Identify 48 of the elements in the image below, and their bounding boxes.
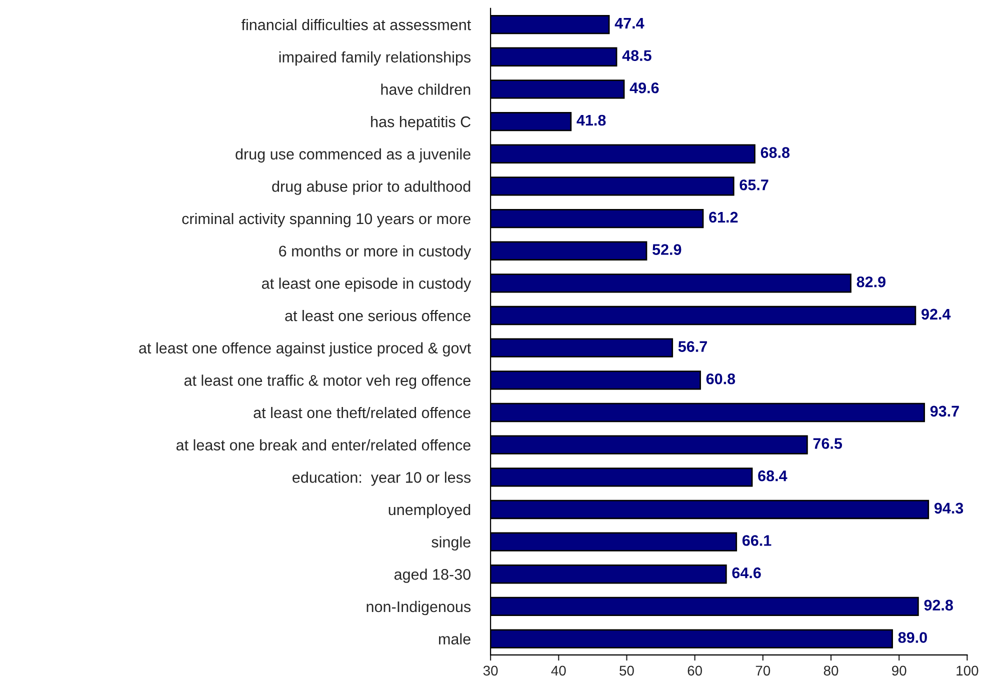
y-tick-label: non-Indigenous <box>366 600 471 616</box>
x-tick-label: 100 <box>956 666 978 676</box>
y-tick-label: have children <box>381 84 470 95</box>
y-tick-label: single <box>432 536 470 551</box>
data-label: 66.1 <box>742 535 772 546</box>
data-label: 41.8 <box>576 114 606 126</box>
data-label: 68.8 <box>760 147 790 158</box>
data-label: 65.7 <box>740 179 768 190</box>
y-tick-label: at least one traffic & motor veh reg offence <box>184 374 470 389</box>
y-tick-label: at least one episode in custody <box>262 278 472 292</box>
data-label: 61.2 <box>709 212 738 223</box>
x-tick-label: 30 <box>483 666 498 676</box>
data-label: 47.4 <box>614 18 644 29</box>
y-tick-label: drug abuse prior to adulthood <box>272 180 470 195</box>
data-label: 48.5 <box>622 50 652 61</box>
y-tick-label: at least one theft/related offence <box>254 406 470 418</box>
data-label: 89.0 <box>898 632 927 643</box>
data-label: 60.8 <box>706 373 736 384</box>
data-label: 93.7 <box>930 406 959 417</box>
y-tick-label: at least one offence against justice proced & govt <box>139 342 472 357</box>
y-tick-label: financial difficulties at assessment <box>241 19 471 30</box>
y-tick-label: at least one break and enter/related offence <box>176 439 470 451</box>
y-tick-label: education: year 10 or less <box>292 472 471 486</box>
x-tick-label: 40 <box>551 666 566 676</box>
x-tick-label: 90 <box>892 666 906 676</box>
x-tick-label: 50 <box>620 666 634 676</box>
data-label: 68.4 <box>758 470 788 482</box>
y-tick-label: male <box>439 633 470 644</box>
y-tick-label: impaired family relationships <box>279 51 471 66</box>
data-label: 92.4 <box>922 308 951 320</box>
data-label: 94.3 <box>934 502 964 514</box>
data-label: 56.7 <box>678 341 707 352</box>
x-tick-label: 80 <box>824 666 838 676</box>
data-label: 52.9 <box>652 244 682 255</box>
x-tick-label: 60 <box>688 666 702 676</box>
data-label: 76.5 <box>813 438 842 449</box>
y-tick-label: at least one serious offence <box>285 310 470 322</box>
x-tick-label: 70 <box>756 666 770 676</box>
y-tick-label: has hepatitis C <box>371 116 471 130</box>
y-tick-label: unemployed <box>388 504 470 518</box>
y-tick-label: aged 18-30 <box>394 568 471 583</box>
y-tick-label: criminal activity spanning 10 years or more <box>182 212 470 228</box>
data-label: 49.6 <box>630 82 659 94</box>
data-label: 64.6 <box>732 567 761 578</box>
y-tick-label: 6 months or more in custody <box>279 245 472 260</box>
data-label: 82.9 <box>856 276 886 288</box>
y-tick-label: drug use commenced as a juvenile <box>236 148 470 163</box>
data-label: 92.8 <box>924 600 953 611</box>
